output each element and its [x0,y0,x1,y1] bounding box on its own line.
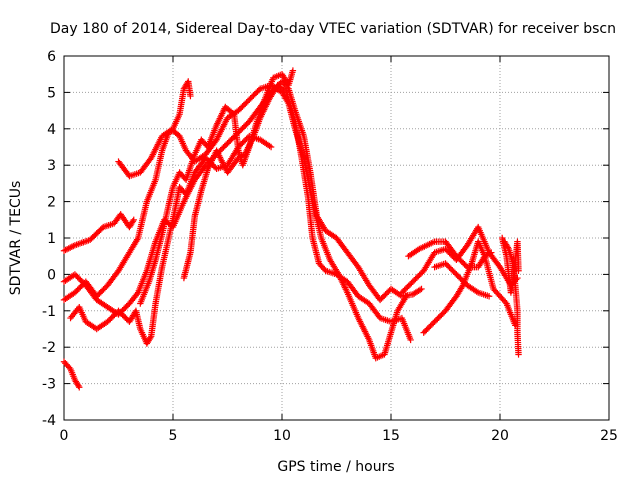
series-track-1 [60,211,137,254]
series-track-7 [180,81,414,344]
y-tick-label: -2 [42,340,56,356]
data-point [289,67,297,74]
x-tick-label: 25 [600,428,618,444]
axis-ticks: 0 5 10 15 20 25 -4 -3 -2 -1 0 1 2 3 4 5 6 [42,49,618,444]
data-point [129,218,137,225]
y-tick-label: -4 [42,413,56,429]
series-track-14 [498,234,522,296]
series-track-10 [405,238,495,271]
y-axis-label: SDTVAR / TECUs [8,181,24,296]
data-point [147,334,154,341]
series-track-12 [431,260,493,300]
data-point [416,286,424,294]
data-point [502,298,509,306]
data-point [76,384,83,391]
y-tick-label: 5 [47,85,56,101]
x-tick-label: 5 [169,428,178,444]
y-tick-label: 3 [47,158,56,174]
data-point [418,285,425,293]
data-point [130,216,137,223]
data-point [515,351,522,358]
x-tick-label: 0 [60,428,69,444]
data-point [407,336,414,344]
y-tick-label: 1 [47,231,56,247]
data-point [267,143,275,151]
series-track-11 [420,238,519,336]
data-point [75,382,82,389]
y-tick-label: 6 [47,49,56,65]
x-tick-label: 20 [491,428,509,444]
chart-title: Day 180 of 2014, Sidereal Day-to-day VTE… [50,21,616,37]
x-tick-label: 10 [273,428,291,444]
series-track-5 [115,78,194,180]
series-track-8 [60,358,83,391]
data-point [488,249,495,256]
y-tick-label: 4 [47,122,56,138]
data-points [60,67,522,391]
y-tick-label: 2 [47,195,56,211]
data-point [187,92,194,100]
data-point [66,364,73,371]
data-point [403,293,410,300]
y-tick-label: -1 [42,304,56,320]
data-point [515,267,522,274]
x-axis-label: GPS time / hours [277,459,394,475]
data-point [485,293,493,300]
y-tick-label: -3 [42,377,56,393]
y-tick-label: 0 [47,267,56,283]
x-tick-label: 15 [382,428,400,444]
